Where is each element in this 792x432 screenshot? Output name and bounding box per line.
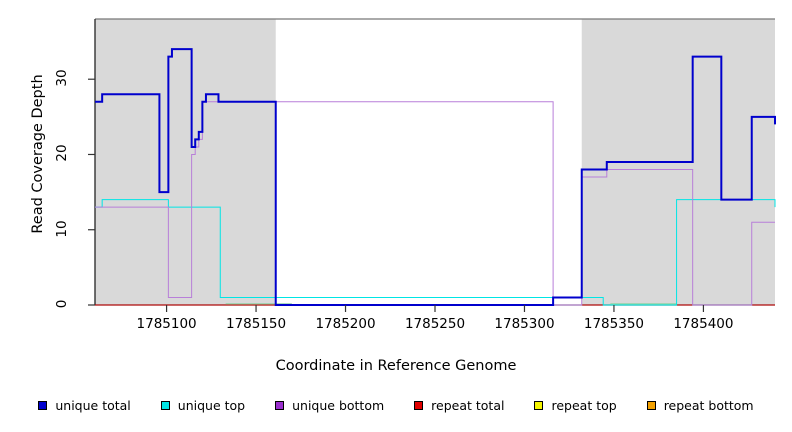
x-tick-label-1785100: 1785100 [136, 316, 197, 332]
legend-item-unique-total[interactable]: unique total [38, 398, 131, 413]
x-tick-label-1785200: 1785200 [315, 316, 376, 332]
legend-label: repeat top [551, 398, 617, 413]
legend-label: unique total [55, 398, 131, 413]
y-tick-label-20: 20 [54, 144, 70, 163]
legend-swatch-icon [275, 401, 285, 410]
repeat-region-left [95, 19, 276, 305]
legend-swatch-icon [534, 401, 544, 410]
legend-item-repeat-total[interactable]: repeat total [414, 398, 504, 413]
legend-item-repeat-bottom[interactable]: repeat bottom [646, 398, 754, 413]
legend-label: unique top [177, 398, 246, 413]
legend-label: unique bottom [292, 398, 385, 413]
y-axis-title: Read Coverage Depth [30, 74, 46, 234]
chart-legend: unique total unique top unique bottom repea… [0, 398, 792, 413]
y-tick-label-30: 30 [54, 69, 70, 87]
legend-item-repeat-top[interactable]: repeat top [534, 398, 617, 413]
x-tick-label-1785400: 1785400 [673, 316, 734, 332]
legend-label: repeat bottom [663, 398, 754, 413]
legend-swatch-icon [38, 401, 48, 410]
axis-ticks-layer [88, 78, 705, 312]
legend-label: repeat total [431, 398, 505, 413]
legend-swatch-icon [646, 401, 656, 410]
legend-item-unique-top[interactable]: unique top [160, 398, 246, 413]
x-tick-label-1785300: 1785300 [494, 316, 555, 332]
legend-swatch-icon [160, 401, 170, 410]
data-series-layer [95, 48, 776, 306]
y-tick-label-0: 0 [54, 299, 70, 309]
x-tick-label-1785350: 1785350 [583, 316, 644, 332]
series-unique-total [95, 48, 776, 306]
legend-item-unique-bottom[interactable]: unique bottom [275, 398, 384, 413]
y-tick-label-10: 10 [54, 220, 70, 238]
x-tick-label-1785150: 1785150 [225, 316, 287, 332]
legend-swatch-icon [414, 401, 424, 410]
x-tick-label-1785250: 1785250 [404, 316, 466, 332]
x-axis-title: Coordinate in Reference Genome [275, 358, 517, 374]
